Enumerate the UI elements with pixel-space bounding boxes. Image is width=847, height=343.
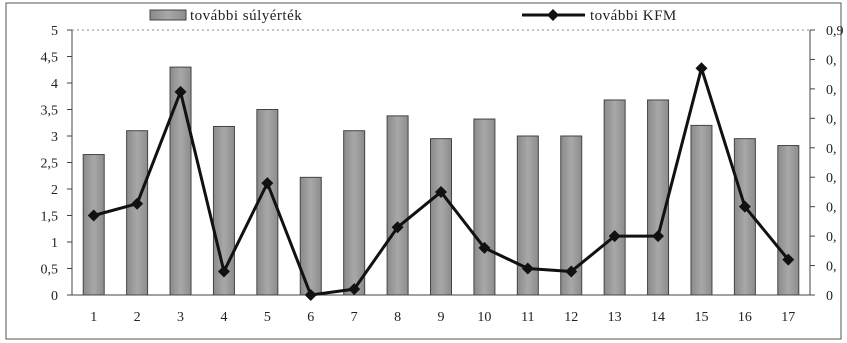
kfm-point-5 xyxy=(261,177,274,190)
kfm-point-13 xyxy=(608,230,621,243)
kfm-point-14 xyxy=(652,230,665,243)
kfm-point-8 xyxy=(391,221,404,234)
right-tick-label: 0 xyxy=(826,289,833,304)
x-tick-label: 1 xyxy=(90,310,97,325)
kfm-point-1 xyxy=(87,209,100,222)
left-tick-label: 1 xyxy=(51,236,58,251)
bar-2 xyxy=(126,130,149,296)
bar-10 xyxy=(473,118,496,296)
kfm-point-9 xyxy=(435,185,447,198)
left-tick-label: 0,5 xyxy=(41,263,59,278)
legend-bar-swatch xyxy=(149,9,187,21)
x-tick-label: 9 xyxy=(438,310,445,325)
x-tick-label: 3 xyxy=(177,310,184,325)
bar-8 xyxy=(386,115,409,296)
x-tick-label: 2 xyxy=(134,310,141,325)
x-tick-label: 13 xyxy=(608,310,622,325)
x-tick-label: 15 xyxy=(694,310,708,325)
right-tick-label: 0, xyxy=(826,142,837,157)
x-tick-label: 7 xyxy=(351,310,358,325)
x-tick-label: 17 xyxy=(781,310,795,325)
x-tick-label: 10 xyxy=(477,310,491,325)
x-tick-label: 4 xyxy=(220,310,227,325)
kfm-point-2 xyxy=(131,197,144,210)
line-series xyxy=(87,62,795,301)
left-tick-label: 2,5 xyxy=(41,157,59,172)
bar-13 xyxy=(603,99,626,296)
left-tick-label: 4 xyxy=(51,77,58,92)
left-tick-label: 3,5 xyxy=(41,104,59,119)
kfm-point-10 xyxy=(478,241,491,254)
kfm-point-17 xyxy=(782,253,795,266)
bar-9 xyxy=(430,138,452,296)
left-tick-label: 5 xyxy=(51,24,58,39)
legend: további súlyérték további KFM xyxy=(149,8,677,24)
kfm-point-6 xyxy=(304,289,317,301)
legend-line-label: további KFM xyxy=(590,8,677,24)
left-tick-label: 3 xyxy=(51,130,58,145)
right-tick-label: 0,9 xyxy=(826,24,844,39)
right-tick-label: 0, xyxy=(826,260,837,275)
kfm-point-12 xyxy=(565,265,578,278)
bar-7 xyxy=(343,130,366,296)
x-tick-label: 5 xyxy=(264,310,271,325)
axes: 0 0,5 1 1,5 2 2,5 3 3,5 4 4,5 5 0 0, 0, 0, 0, 0, 0, 0, 0, 0,… xyxy=(41,24,844,304)
kfm-point-4 xyxy=(217,265,230,278)
legend-line-marker xyxy=(547,9,559,21)
kfm-point-3 xyxy=(174,85,187,98)
kfm-point-15 xyxy=(695,62,708,75)
right-tick-label: 0, xyxy=(826,171,837,186)
left-tick-label: 0 xyxy=(51,289,58,304)
bar-15 xyxy=(690,124,713,296)
bar-1 xyxy=(82,154,105,296)
x-tick-label: 11 xyxy=(521,310,534,325)
bar-17 xyxy=(777,145,800,296)
kfm-point-7 xyxy=(348,283,361,296)
legend-bar-label: további súlyérték xyxy=(190,8,302,24)
x-tick-label: 12 xyxy=(564,310,578,325)
bar-12 xyxy=(560,135,583,296)
left-tick-label: 1,5 xyxy=(41,210,59,225)
bar-14 xyxy=(647,99,670,296)
left-tick-label: 2 xyxy=(51,183,58,198)
x-tick-label: 6 xyxy=(307,310,314,325)
bar-16 xyxy=(733,138,756,296)
bar-11 xyxy=(516,135,539,296)
x-tick-label: 16 xyxy=(738,310,752,325)
right-tick-label: 0, xyxy=(826,201,837,216)
x-tick-label: 14 xyxy=(651,310,665,325)
right-tick-label: 0, xyxy=(826,83,837,98)
x-tick-label: 8 xyxy=(394,310,401,325)
right-tick-label: 0, xyxy=(826,112,837,127)
right-tick-label: 0, xyxy=(826,53,837,68)
kfm-point-16 xyxy=(738,200,751,213)
bar-3 xyxy=(169,66,192,296)
left-tick-label: 4,5 xyxy=(41,51,59,66)
right-tick-label: 0, xyxy=(826,230,837,245)
kfm-point-11 xyxy=(521,262,534,275)
chart-frame xyxy=(5,2,842,340)
x-tick-labels: 1 2 3 4 5 6 7 8 9 10 11 12 13 14 15 16 17 xyxy=(90,310,795,325)
